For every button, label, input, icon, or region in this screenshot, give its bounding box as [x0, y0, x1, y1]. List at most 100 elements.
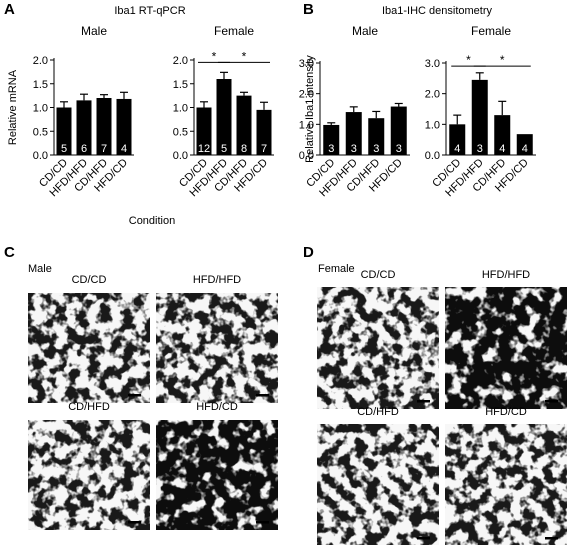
bar	[216, 79, 232, 155]
chart-a-female: Female0.00.51.01.52.012CD/CD5HFD/HFD8CD/…	[173, 24, 274, 199]
micrograph-tile: HFD/HFD	[156, 274, 278, 403]
micrograph-stain	[445, 287, 567, 409]
x-axis-label: Condition	[129, 215, 175, 227]
bar	[449, 124, 466, 155]
micrograph-label: CD/CD	[72, 274, 107, 286]
significance-star: *	[242, 49, 247, 63]
bar-n-label: 6	[81, 143, 87, 155]
chart-subtitle: Female	[214, 24, 254, 38]
panel-a-title: Iba1 RT-qPCR	[114, 5, 185, 17]
micrograph-label: CD/HFD	[68, 401, 110, 413]
panel-letter-b: B	[303, 1, 314, 18]
bar-n-label: 4	[522, 143, 528, 155]
bar	[390, 106, 407, 155]
scale-bar	[128, 521, 141, 524]
micrograph-stain	[156, 420, 278, 530]
chart-subtitle: Female	[471, 24, 511, 38]
panel-letter-d: D	[303, 244, 314, 261]
micrograph-grid: CD/CD HFD/HFD CD/HFD HFD/CD CD/CD HFD/HFD CD/H…	[28, 269, 567, 546]
bar-n-label: 4	[121, 143, 127, 155]
bar	[516, 134, 533, 155]
y-axis-label: Relative mRNA	[7, 69, 19, 145]
micrograph-tile: CD/HFD	[28, 401, 150, 530]
micrograph-stain	[28, 420, 150, 530]
micrograph-stain	[156, 293, 278, 403]
bar	[116, 98, 132, 155]
bar-n-label: 5	[221, 143, 227, 155]
bar	[76, 100, 92, 155]
micrograph-stain	[28, 293, 150, 403]
bar	[368, 118, 385, 155]
micrograph-label: HFD/CD	[485, 406, 527, 418]
bar	[471, 79, 488, 155]
bar-n-label: 4	[499, 143, 505, 155]
panel-b-title: Iba1-IHC densitometry	[382, 5, 493, 17]
bar-n-label: 3	[328, 143, 334, 155]
micrograph-tile: HFD/CD	[445, 406, 567, 546]
bar-n-label: 3	[396, 143, 402, 155]
scale-bar	[256, 394, 269, 397]
y-tick-label: 0.5	[173, 126, 188, 138]
y-tick-label: 1.5	[33, 79, 48, 91]
bar-n-label: 12	[198, 143, 210, 155]
y-tick-label: 1.0	[33, 103, 48, 115]
micrograph-tile: CD/CD	[317, 269, 439, 409]
y-tick-label: 2.0	[299, 89, 314, 101]
bar	[96, 98, 112, 155]
significance-star: *	[466, 53, 471, 67]
micrograph-label: CD/CD	[361, 269, 396, 281]
bar	[236, 95, 252, 155]
bar-n-label: 4	[454, 143, 460, 155]
y-tick-label: 2.0	[425, 89, 440, 101]
bar-n-label: 3	[351, 143, 357, 155]
y-tick-label: 2.0	[173, 55, 188, 67]
micrograph-tile: CD/CD	[28, 274, 150, 403]
y-tick-label: 0.0	[425, 150, 440, 162]
y-tick-label: 2.0	[33, 55, 48, 67]
y-tick-label: 3.0	[425, 58, 440, 70]
micrograph-stain	[317, 424, 439, 546]
scale-bar	[256, 521, 269, 524]
y-tick-label: 1.5	[173, 79, 188, 91]
panel-letter-a: A	[4, 1, 15, 18]
y-tick-label: 1.0	[299, 119, 314, 131]
scale-bar	[417, 400, 430, 403]
bar-n-label: 3	[477, 143, 483, 155]
y-tick-label: 0.0	[173, 150, 188, 162]
bar	[323, 124, 340, 155]
bar	[345, 112, 362, 155]
bar-n-label: 8	[241, 143, 247, 155]
scale-bar	[417, 537, 430, 540]
panel-d-sex-label: Female	[318, 263, 355, 275]
y-tick-label: 0.5	[33, 126, 48, 138]
micrograph-stain	[445, 424, 567, 546]
micrograph-tile: HFD/HFD	[445, 269, 567, 409]
micrograph-label: CD/HFD	[357, 406, 399, 418]
micrograph-label: HFD/HFD	[193, 274, 241, 286]
scale-bar	[545, 400, 558, 403]
micrograph-label: HFD/CD	[196, 401, 238, 413]
y-tick-label: 0.0	[33, 150, 48, 162]
micrograph-tile: HFD/CD	[156, 401, 278, 530]
panel-c-sex-label: Male	[28, 263, 52, 275]
bar-n-label: 7	[261, 143, 267, 155]
bar-n-label: 5	[61, 143, 67, 155]
bar	[196, 107, 212, 155]
chart-b-female: Female0.01.02.03.04CD/CD3HFD/HFD4CD/HFD4…	[425, 24, 536, 199]
bar-n-label: 7	[101, 143, 107, 155]
significance-star: *	[212, 49, 217, 63]
bar-n-label: 3	[373, 143, 379, 155]
y-tick-label: 0.0	[299, 150, 314, 162]
micrograph-tile: CD/HFD	[317, 406, 439, 546]
chart-subtitle: Male	[352, 24, 378, 38]
micrograph-stain	[317, 287, 439, 409]
bar	[56, 107, 72, 155]
y-tick-label: 1.0	[425, 119, 440, 131]
bar	[256, 109, 272, 155]
y-tick-label: 1.0	[173, 103, 188, 115]
significance-star: *	[500, 53, 505, 67]
scale-bar	[128, 394, 141, 397]
